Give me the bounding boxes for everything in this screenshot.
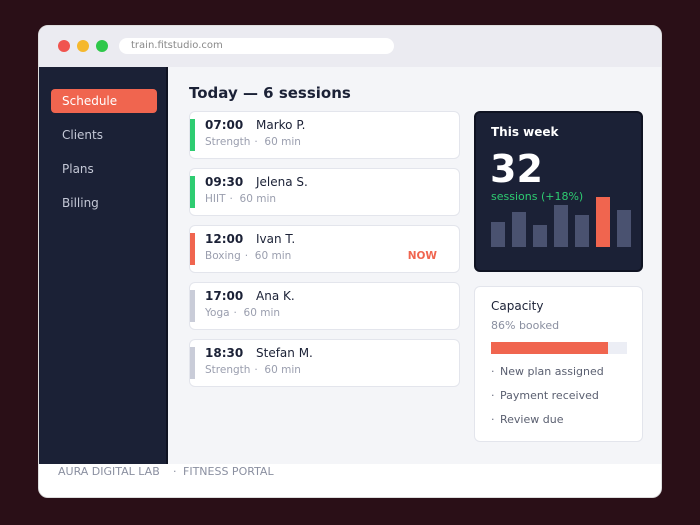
week-bar: [554, 204, 568, 247]
capacity-item: New plan assigned: [500, 365, 604, 378]
session-card[interactable]: 18:30 Stefan M. Strength · 60 min: [189, 339, 460, 387]
browser-toolbar: train.fitstudio.com: [39, 26, 661, 67]
session-accent: [190, 290, 195, 322]
nav-item[interactable]: Plans: [62, 162, 94, 176]
session-time: 17:00: [205, 289, 244, 303]
week-bar: [575, 214, 589, 247]
maximize-button[interactable]: [96, 40, 108, 52]
separator: ·: [173, 465, 177, 478]
session-duration: 60 min: [264, 136, 301, 148]
separator: ·: [233, 307, 237, 319]
session-card[interactable]: 09:30 Jelena S. HIIT · 60 min: [189, 168, 460, 216]
week-title: This week: [491, 125, 559, 139]
session-accent: [190, 176, 195, 208]
footer-text: FITNESS PORTAL: [183, 465, 274, 478]
capacity-card: Capacity 86% booked · New plan assigned · P…: [474, 286, 643, 442]
week-bar: [512, 212, 526, 247]
footer: AURA DIGITAL LAB FITNESS PORTAL ·: [39, 464, 661, 497]
week-subtitle: sessions (+18%): [491, 190, 584, 203]
week-bar: [617, 209, 631, 247]
nav-item[interactable]: Schedule: [51, 89, 157, 113]
session-name: Ana K.: [256, 289, 295, 303]
week-bar: [533, 224, 547, 247]
session-card[interactable]: 07:00 Marko P. Strength · 60 min: [189, 111, 460, 159]
separator: ·: [229, 193, 233, 205]
bullet: ·: [491, 413, 495, 426]
session-name: Marko P.: [256, 118, 306, 132]
heading: Today — 6 sessions: [189, 84, 351, 102]
separator: ·: [244, 250, 249, 262]
week-card: This week 32 sessions (+18%): [474, 111, 643, 272]
capacity-track: [491, 342, 627, 354]
session-name: Stefan M.: [256, 346, 313, 360]
session-accent: [190, 119, 195, 151]
session-type: Strength: [205, 136, 251, 148]
nav-item[interactable]: Clients: [62, 128, 103, 142]
session-card[interactable]: 17:00 Ana K. Yoga · 60 min: [189, 282, 460, 330]
week-count: 32: [490, 147, 543, 191]
session-time: 07:00: [205, 118, 244, 132]
browser-window: train.fitstudio.com Schedule Clients Plans…: [38, 25, 662, 498]
session-type: Strength: [205, 364, 251, 376]
session-card[interactable]: 12:00 Ivan T. Boxing · 60 min NOW: [189, 225, 460, 273]
capacity-item: Review due: [500, 413, 564, 426]
session-duration: 60 min: [243, 307, 281, 319]
session-type: Yoga: [205, 307, 230, 319]
session-time: 09:30: [205, 175, 244, 189]
session-time: 12:00: [205, 232, 244, 246]
week-bar: [491, 222, 505, 247]
session-name: Ivan T.: [256, 232, 296, 246]
session-duration: 60 min: [254, 250, 292, 262]
session-type: HIIT: [205, 193, 226, 205]
footer-text: AURA DIGITAL LAB: [58, 465, 160, 478]
session-accent: [190, 233, 195, 265]
close-button[interactable]: [58, 40, 70, 52]
session-duration: 60 min: [239, 193, 277, 205]
capacity-title: Capacity: [491, 299, 544, 313]
session-duration: 60 min: [264, 364, 301, 376]
bullet: ·: [491, 389, 495, 402]
session-name: Jelena S.: [256, 175, 308, 189]
url-bar[interactable]: train.fitstudio.com: [119, 38, 394, 54]
capacity-item: Payment received: [500, 389, 599, 402]
sidebar: Schedule Clients Plans Billing: [39, 67, 168, 464]
separator: ·: [254, 364, 258, 376]
nav-item[interactable]: Billing: [62, 196, 99, 210]
week-bar: [596, 197, 610, 247]
session-status: NOW: [407, 250, 437, 262]
separator: ·: [254, 136, 258, 148]
session-time: 18:30: [205, 346, 244, 360]
minimize-button[interactable]: [77, 40, 89, 52]
session-type: Boxing: [205, 250, 241, 262]
capacity-fill: [491, 342, 608, 354]
session-accent: [190, 347, 195, 379]
capacity-label: 86% booked: [491, 319, 560, 332]
bullet: ·: [491, 365, 495, 378]
